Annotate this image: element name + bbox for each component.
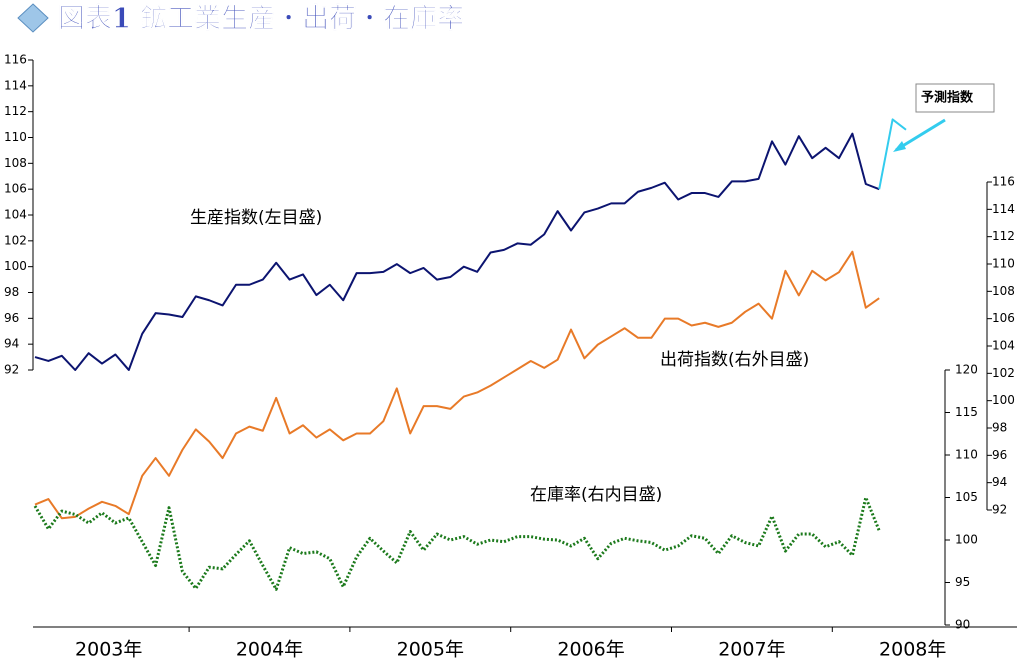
tick-label: 115 <box>955 405 978 419</box>
callout-box <box>915 83 995 113</box>
title-icon <box>17 3 49 33</box>
x-tick-label: 2005年 <box>397 639 464 661</box>
tick-label: 112 <box>4 104 27 118</box>
tick-label: 104 <box>4 208 27 222</box>
tick-label: 92 <box>4 363 19 377</box>
tick-label: 102 <box>4 233 27 247</box>
tick-label: 98 <box>4 285 19 299</box>
tick-label: 110 <box>955 448 978 462</box>
tick-label: 106 <box>4 182 27 196</box>
series-line <box>33 496 881 591</box>
tick-label: 120 <box>955 363 978 377</box>
tick-label: 96 <box>992 448 1007 462</box>
callout-arrowhead <box>893 141 906 152</box>
tick-label: 108 <box>4 156 27 170</box>
tick-label: 116 <box>4 53 27 67</box>
tick-label: 106 <box>992 311 1015 325</box>
tick-label: 114 <box>4 78 27 92</box>
series-label: 予測指数 <box>921 90 974 106</box>
tick-label: 96 <box>4 311 19 325</box>
tick-label: 98 <box>992 421 1007 435</box>
tick-label: 116 <box>992 175 1015 189</box>
x-tick-label: 2006年 <box>557 639 624 661</box>
tick-label: 90 <box>955 618 970 632</box>
tick-label: 100 <box>955 533 978 547</box>
series-line <box>34 250 880 520</box>
x-tick-label: 2004年 <box>236 639 303 661</box>
series-label: 出荷指数(右外目盛) <box>660 350 809 370</box>
tick-label: 110 <box>992 257 1015 271</box>
tick-label: 100 <box>4 259 27 273</box>
x-tick-label: 2007年 <box>718 639 785 661</box>
x-tick-label: 2003年 <box>75 639 142 661</box>
series-label: 在庫率(右内目盛) <box>530 485 662 505</box>
series-label: 生産指数(左目盛) <box>190 208 322 228</box>
tick-label: 95 <box>955 575 970 589</box>
tick-label: 110 <box>4 130 27 144</box>
callout-arrow <box>895 118 946 152</box>
series-line <box>34 132 880 371</box>
tick-label: 108 <box>992 284 1015 298</box>
tick-label: 94 <box>992 475 1007 489</box>
x-tick-label: 2008年 <box>879 639 946 661</box>
tick-label: 102 <box>992 366 1015 380</box>
series-line <box>878 118 907 190</box>
tick-label: 112 <box>992 229 1015 243</box>
chart-title: 図表1 鉱工業生産・出荷・在庫率 <box>58 3 464 35</box>
tick-label: 92 <box>992 503 1007 517</box>
tick-label: 105 <box>955 490 978 504</box>
tick-label: 94 <box>4 337 19 351</box>
tick-label: 114 <box>992 202 1015 216</box>
tick-label: 104 <box>992 339 1015 353</box>
tick-label: 100 <box>992 393 1015 407</box>
